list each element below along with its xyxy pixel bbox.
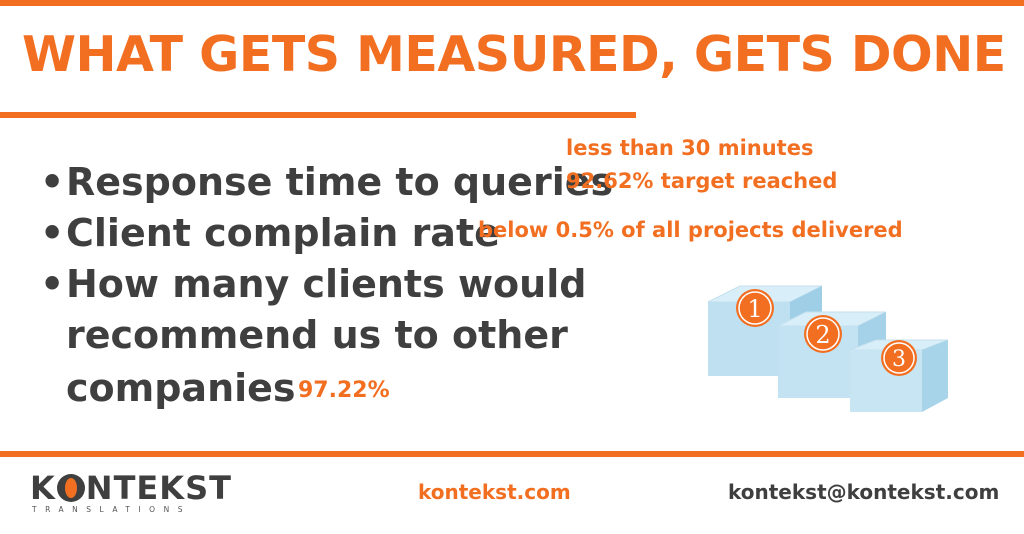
bullet-dot: • [40,160,65,204]
bullet-continuation: companies [66,366,296,410]
podium-label-2: 2 [815,321,830,349]
email-link[interactable]: kontekst@kontekst.com [728,480,1000,504]
bullet-item-response-time: •Response time to queries [40,158,613,206]
logo-subtitle: TRANSLATIONS [32,505,191,514]
bullet-dot: • [40,211,65,255]
website-link[interactable]: kontekst.com [418,480,571,504]
response-time-note: less than 30 minutes [566,136,814,160]
bullet-text: Client complain rate [66,211,500,255]
bullet-continuation: recommend us to other [66,313,568,357]
logo-wordmark: K NTEKST [30,469,232,507]
bullet-text: Response time to queries [66,160,614,204]
podium-label-1: 1 [747,295,762,323]
podium-icon: 1 2 3 [707,285,949,412]
logo-o-icon [56,474,85,502]
bullet-item-complain-rate: •Client complain rate [40,209,500,257]
title-underline [0,112,636,118]
page-title: WHAT GETS MEASURED, GETS DONE [22,26,1006,83]
recommend-note: 97.22% [298,378,390,403]
bullet-dot: • [40,262,65,306]
footer-accent-bar [0,451,1024,457]
kontekst-logo: K NTEKST TRANSLATIONS [30,469,231,517]
response-target-note: 92.62% target reached [566,169,838,193]
top-accent-bar [0,0,1024,6]
bullet-text: How many clients would [66,262,587,306]
podium-label-3: 3 [892,347,906,372]
bullet-item-recommend: •How many clients would [40,260,586,308]
complain-rate-note: below 0.5% of all projects delivered [478,218,903,242]
